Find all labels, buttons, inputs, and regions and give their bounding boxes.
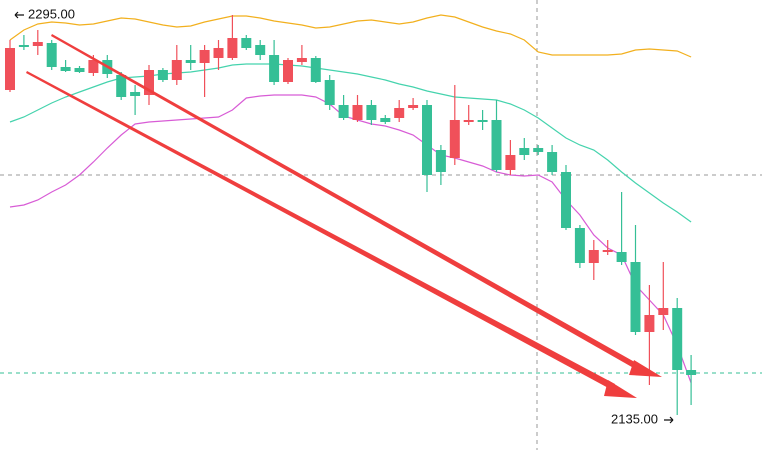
candle-body bbox=[144, 70, 154, 95]
label-arrow bbox=[14, 11, 24, 19]
candle-body bbox=[408, 105, 419, 108]
candle-body bbox=[241, 38, 252, 48]
candle-body bbox=[116, 75, 127, 97]
band-line bbox=[9, 14, 692, 58]
candle-body bbox=[644, 315, 655, 332]
candle-body bbox=[130, 92, 141, 96]
candle-body bbox=[380, 118, 391, 122]
candle-body bbox=[18, 45, 29, 47]
candle-body bbox=[422, 105, 432, 175]
label-arrow bbox=[664, 416, 674, 424]
candle-body bbox=[547, 152, 558, 172]
candle-body bbox=[491, 120, 502, 170]
high-label: 2295.00 bbox=[28, 6, 75, 21]
candle-body bbox=[533, 148, 544, 152]
arrow-head bbox=[629, 360, 662, 377]
candle-body bbox=[519, 148, 530, 155]
candle-body bbox=[88, 60, 99, 73]
candle-body bbox=[352, 105, 363, 120]
candle-body bbox=[199, 50, 210, 63]
candle-body bbox=[463, 120, 474, 122]
candle-body bbox=[255, 45, 266, 55]
candle-body bbox=[505, 155, 516, 170]
candle-body bbox=[227, 38, 238, 58]
candle-body bbox=[449, 120, 460, 158]
candle-body bbox=[74, 68, 85, 72]
candle-body bbox=[616, 252, 627, 262]
candle-body bbox=[60, 67, 71, 71]
candle-body bbox=[394, 108, 405, 118]
candle-body bbox=[435, 150, 446, 172]
candle-body bbox=[296, 58, 307, 62]
candle-body bbox=[561, 172, 571, 228]
candle-body bbox=[338, 105, 349, 118]
candle-body bbox=[630, 262, 641, 332]
candle-body bbox=[310, 58, 321, 82]
candle-body bbox=[213, 48, 224, 58]
candle-body bbox=[574, 228, 585, 263]
plot bbox=[5, 14, 697, 415]
candle-body bbox=[5, 48, 15, 90]
candle-body bbox=[602, 250, 613, 252]
candle-body bbox=[658, 308, 669, 315]
low-label: 2135.00 bbox=[611, 411, 658, 426]
candle-body bbox=[171, 60, 182, 80]
candle-body bbox=[588, 250, 599, 263]
candle-body bbox=[185, 60, 196, 63]
arrow-head bbox=[604, 380, 637, 398]
candle-body bbox=[157, 70, 168, 80]
band-line bbox=[9, 94, 692, 384]
candle-body bbox=[672, 308, 683, 370]
trend-arrow bbox=[51, 34, 640, 370]
candle-body bbox=[324, 80, 335, 105]
candle-body bbox=[366, 105, 377, 120]
trend-arrow bbox=[26, 71, 615, 390]
candle-body bbox=[32, 42, 43, 46]
candle-body bbox=[269, 55, 280, 82]
candle-body bbox=[46, 43, 57, 67]
candle-body bbox=[283, 60, 293, 82]
candle-body bbox=[477, 120, 488, 122]
candle-body bbox=[686, 370, 697, 375]
